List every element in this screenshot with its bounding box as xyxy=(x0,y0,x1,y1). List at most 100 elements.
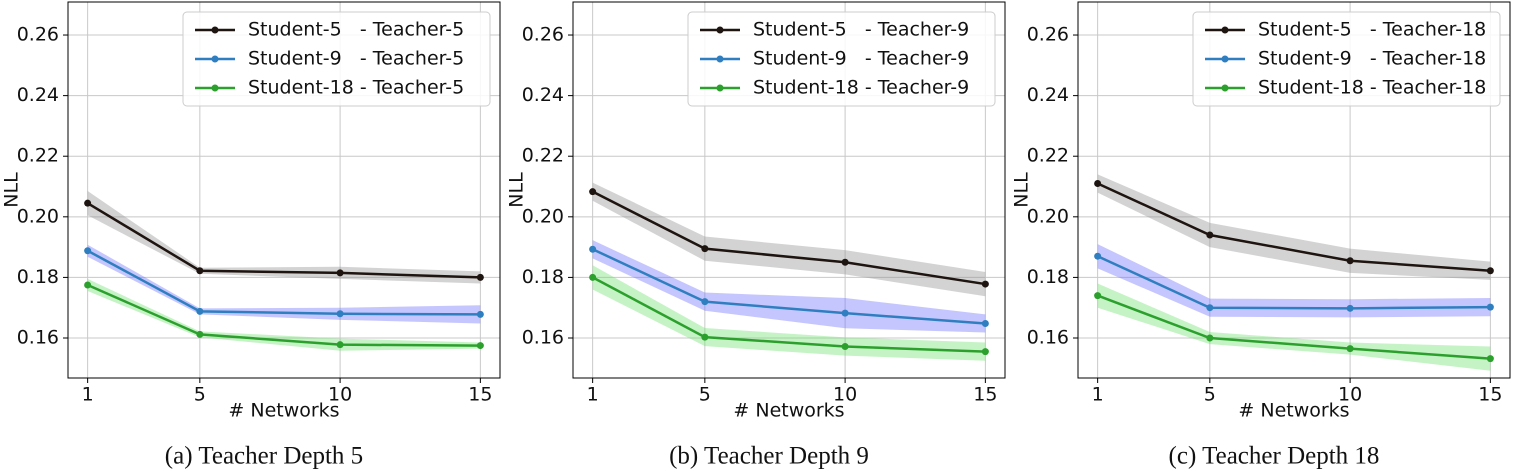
point xyxy=(196,330,204,338)
point xyxy=(84,247,92,255)
y-tick-label: 0.20 xyxy=(1027,205,1069,227)
point xyxy=(1486,303,1494,311)
point xyxy=(981,280,989,288)
y-tick-label: 0.18 xyxy=(17,266,59,288)
point xyxy=(336,341,344,349)
legend-box xyxy=(687,11,996,107)
x-tick-label: 15 xyxy=(1478,384,1502,406)
error-band xyxy=(1097,283,1491,371)
y-tick-label: 0.16 xyxy=(17,327,59,349)
legend-marker xyxy=(1221,55,1229,63)
point xyxy=(701,245,709,253)
x-tick-label: 5 xyxy=(194,384,206,406)
legend-label: Student-18 - Teacher-18 xyxy=(1258,77,1486,99)
y-tick-label: 0.20 xyxy=(522,205,564,227)
y-tick-label: 0.26 xyxy=(17,24,59,46)
y-tick-label: 0.16 xyxy=(1027,327,1069,349)
error-band xyxy=(592,240,986,333)
series-line xyxy=(592,248,986,325)
series-line xyxy=(1097,182,1491,272)
point xyxy=(336,310,344,318)
point xyxy=(589,188,597,196)
series-line xyxy=(1097,294,1491,360)
point xyxy=(1206,304,1214,312)
point xyxy=(841,342,849,350)
series-line xyxy=(1097,255,1491,310)
y-tick-label: 0.24 xyxy=(522,84,564,106)
y-tick-label: 0.26 xyxy=(522,24,564,46)
legend-label: Student-18 - Teacher-9 xyxy=(753,77,969,99)
error-band xyxy=(1097,174,1491,280)
point xyxy=(1206,334,1214,342)
point xyxy=(1346,345,1354,353)
point xyxy=(1094,292,1102,300)
plot-frame xyxy=(572,1,1006,379)
point xyxy=(1346,257,1354,265)
point xyxy=(589,273,597,281)
legend-box xyxy=(182,11,491,107)
x-tick-label: 1 xyxy=(587,384,599,406)
legend-marker xyxy=(1221,84,1229,92)
error-band xyxy=(87,191,481,284)
point xyxy=(841,258,849,266)
x-axis-label: # Networks xyxy=(733,400,844,422)
point xyxy=(1206,231,1214,239)
point xyxy=(701,298,709,306)
x-tick-label: 1 xyxy=(82,384,94,406)
legend-label: Student-9 - Teacher-5 xyxy=(248,48,464,70)
point xyxy=(981,319,989,327)
error-band xyxy=(592,265,986,361)
legend-label: Student-18 - Teacher-5 xyxy=(248,77,464,99)
legend-label: Student-9 - Teacher-9 xyxy=(753,48,969,70)
legend-marker xyxy=(1221,26,1229,34)
x-tick-label: 5 xyxy=(699,384,711,406)
legend-marker xyxy=(211,26,219,34)
y-tick-label: 0.26 xyxy=(1027,24,1069,46)
legend-marker xyxy=(211,55,219,63)
y-tick-label: 0.18 xyxy=(522,266,564,288)
y-tick-label: 0.18 xyxy=(1027,266,1069,288)
y-tick-label: 0.24 xyxy=(17,84,59,106)
caption: (a) Teacher Depth 5 xyxy=(165,443,363,470)
point xyxy=(1486,355,1494,363)
y-axis-label: NLL xyxy=(1,172,23,208)
y-tick-label: 0.22 xyxy=(1027,145,1069,167)
plot-frame xyxy=(67,1,501,379)
point xyxy=(196,267,204,275)
point xyxy=(476,342,484,350)
y-tick-label: 0.22 xyxy=(522,145,564,167)
legend-marker xyxy=(716,55,724,63)
legend-marker xyxy=(716,26,724,34)
legend-label: Student-5 - Teacher-9 xyxy=(753,19,969,41)
point xyxy=(1094,179,1102,187)
panel: 0.160.180.200.220.240.261 5 10 15# Networks… xyxy=(506,1,1006,470)
point xyxy=(1094,252,1102,260)
point xyxy=(476,310,484,318)
panel: 0.160.180.200.220.240.261 5 10 15# Networks… xyxy=(1,1,501,470)
legend-marker xyxy=(211,84,219,92)
x-tick-label: 10 xyxy=(833,384,857,406)
x-tick-label: 10 xyxy=(1338,384,1362,406)
point xyxy=(84,199,92,207)
series-line xyxy=(592,190,986,286)
series-line xyxy=(592,276,986,353)
error-band xyxy=(87,278,481,351)
y-tick-label: 0.16 xyxy=(522,327,564,349)
y-axis-label: NLL xyxy=(506,172,528,208)
legend-label: Student-5 - Teacher-5 xyxy=(248,19,464,41)
y-axis-label: NLL xyxy=(1011,172,1033,208)
x-axis-label: # Networks xyxy=(1238,400,1349,422)
legend-marker xyxy=(716,84,724,92)
panel: 0.160.180.200.220.240.261 5 10 15# Networks… xyxy=(1011,1,1511,470)
x-tick-label: 15 xyxy=(468,384,492,406)
point xyxy=(841,309,849,317)
point xyxy=(196,307,204,315)
point xyxy=(1346,304,1354,312)
legend-label: Student-9 - Teacher-18 xyxy=(1258,48,1486,70)
x-tick-label: 5 xyxy=(1204,384,1216,406)
point xyxy=(589,245,597,253)
legend-label: Student-5 - Teacher-18 xyxy=(1258,19,1486,41)
x-axis-label: # Networks xyxy=(228,400,339,422)
x-tick-label: 15 xyxy=(973,384,997,406)
